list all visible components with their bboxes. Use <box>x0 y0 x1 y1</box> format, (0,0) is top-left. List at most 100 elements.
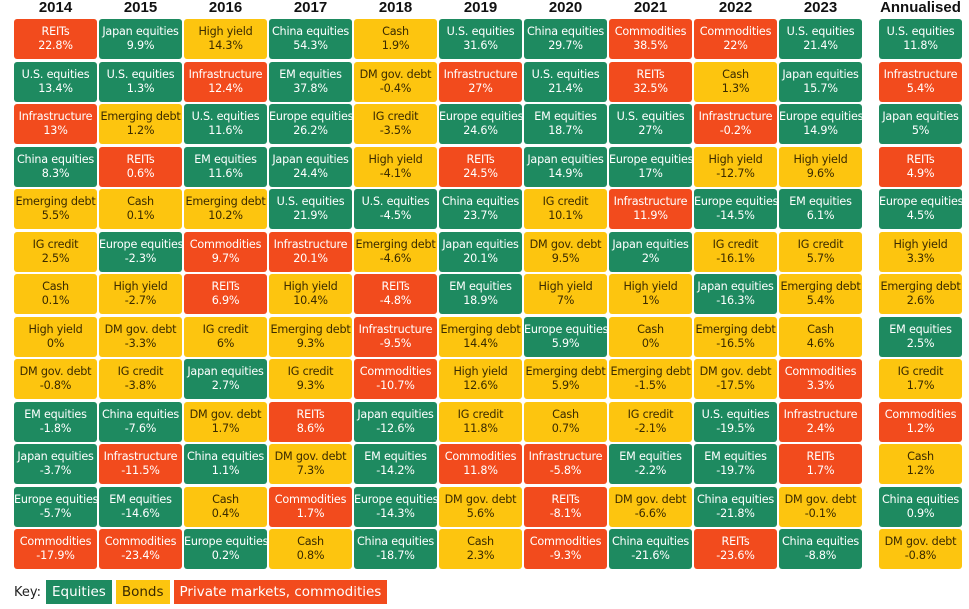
return-cell: Cash 0.1% <box>14 274 97 314</box>
return-cell: Commodities 11.8% <box>439 444 522 484</box>
asset-name: EM equities <box>364 450 427 463</box>
column-header: 2015 <box>123 0 158 16</box>
asset-name: Commodities <box>784 365 857 378</box>
return-value: 9.9% <box>126 39 155 52</box>
legend-label: Key: <box>14 584 42 600</box>
return-cell: Emerging debt 14.4% <box>439 316 522 357</box>
return-value: 24.6% <box>463 124 498 137</box>
return-cell: EM equities 18.9% <box>439 274 522 314</box>
return-value: 7% <box>556 294 575 307</box>
asset-name: REITs <box>466 152 495 166</box>
return-value: 2.7% <box>211 379 240 392</box>
return-value: 2.6% <box>906 294 935 307</box>
return-value: 10.2% <box>208 209 243 222</box>
return-cell: Cash 0.1% <box>99 189 182 229</box>
return-value: -5.8% <box>549 464 582 477</box>
return-value: -14.5% <box>716 209 755 222</box>
asset-name: DM gov. debt <box>614 492 687 506</box>
return-value: 0.8% <box>296 549 325 562</box>
return-value: 18.7% <box>548 124 583 137</box>
column-header: 2018 <box>378 0 413 16</box>
asset-name: Europe equities <box>779 110 862 123</box>
return-value: 21.4% <box>548 81 583 95</box>
asset-name: Emerging debt <box>15 195 96 208</box>
asset-name: Europe equities <box>354 492 437 506</box>
return-cell: IG credit 9.3% <box>269 359 352 399</box>
asset-name: Emerging debt <box>270 322 351 336</box>
asset-name: China equities <box>526 25 605 38</box>
return-cell: Emerging debt 5.4% <box>779 274 862 314</box>
asset-name: DM gov. debt <box>884 535 957 548</box>
return-value: 31.6% <box>463 39 498 52</box>
asset-name: U.S. equities <box>886 25 955 38</box>
asset-name: REITs <box>636 67 665 81</box>
return-value: -18.7% <box>376 549 415 562</box>
asset-name: EM equities <box>889 322 952 336</box>
return-value: -3.7% <box>39 464 72 477</box>
asset-name: Japan equities <box>697 280 774 293</box>
asset-name: EM equities <box>789 195 852 208</box>
return-cell: Emerging debt 1.2% <box>99 104 182 144</box>
return-cell: High yield 3.3% <box>879 231 962 272</box>
asset-name: Europe equities <box>694 195 777 208</box>
return-value: 0.6% <box>126 166 155 180</box>
asset-name: IG credit <box>797 237 844 251</box>
return-value: -17.9% <box>36 549 75 562</box>
asset-name: Commodities <box>614 25 687 38</box>
return-cell: DM gov. debt 9.5% <box>524 231 607 272</box>
return-value: 5.7% <box>806 251 835 265</box>
return-cell: Europe equities -5.7% <box>14 486 97 527</box>
return-value: -2.7% <box>124 294 157 307</box>
return-value: 18.9% <box>463 294 498 307</box>
return-value: 0.2% <box>211 549 240 562</box>
asset-name: Europe equities <box>439 110 522 123</box>
asset-name: Europe equities <box>609 152 692 166</box>
asset-name: China equities <box>101 407 180 421</box>
return-value: 1.7% <box>906 379 935 392</box>
return-value: 1.3% <box>721 81 750 95</box>
asset-name: Japan equities <box>612 237 689 251</box>
return-cell: Europe equities 17% <box>609 146 692 187</box>
return-value: 1.1% <box>211 464 240 477</box>
return-value: 5% <box>911 124 930 137</box>
return-cell: Infrastructure -0.2% <box>694 104 777 144</box>
return-cell: China equities -8.8% <box>779 529 862 569</box>
return-value: 9.3% <box>296 336 325 350</box>
return-cell: Japan equities 20.1% <box>439 231 522 272</box>
return-value: -0.2% <box>719 124 752 137</box>
return-value: 54.3% <box>293 39 328 52</box>
return-cell: EM equities 2.5% <box>879 316 962 357</box>
return-value: 24.4% <box>293 166 328 180</box>
return-cell: Emerging debt 2.6% <box>879 274 962 314</box>
return-value: -3.8% <box>124 379 157 392</box>
return-value: 12.6% <box>463 379 498 392</box>
asset-name: Infrastructure <box>528 450 603 463</box>
return-value: -0.1% <box>804 506 837 520</box>
return-value: -16.1% <box>716 251 755 265</box>
asset-name: U.S. equities <box>786 25 855 38</box>
return-cell: DM gov. debt -3.3% <box>99 316 182 357</box>
return-value: 1.7% <box>296 506 325 520</box>
return-value: 22.8% <box>38 39 73 52</box>
return-value: 2.5% <box>41 251 70 265</box>
return-value: 2.4% <box>806 421 835 435</box>
asset-name: Infrastructure <box>698 110 773 123</box>
return-cell: Japan equities 24.4% <box>269 146 352 187</box>
asset-name: China equities <box>781 535 860 548</box>
return-value: -10.7% <box>376 379 415 392</box>
return-value: 11.6% <box>208 124 243 137</box>
return-value: -19.7% <box>716 464 755 477</box>
legend-equities: Equities <box>46 580 112 604</box>
return-cell: Infrastructure 12.4% <box>184 61 267 102</box>
asset-name: EM equities <box>704 450 767 463</box>
asset-name: Emerging debt <box>880 280 961 293</box>
asset-name: High yield <box>198 25 253 38</box>
asset-name: IG credit <box>542 195 589 208</box>
asset-name: Commodities <box>274 492 347 506</box>
asset-name: China equities <box>696 492 775 506</box>
asset-name: DM gov. debt <box>359 67 432 81</box>
return-cell: China equities 23.7% <box>439 189 522 229</box>
return-cell: China equities 0.9% <box>879 486 962 527</box>
return-value: 26.2% <box>293 124 328 137</box>
return-cell: Commodities -10.7% <box>354 359 437 399</box>
